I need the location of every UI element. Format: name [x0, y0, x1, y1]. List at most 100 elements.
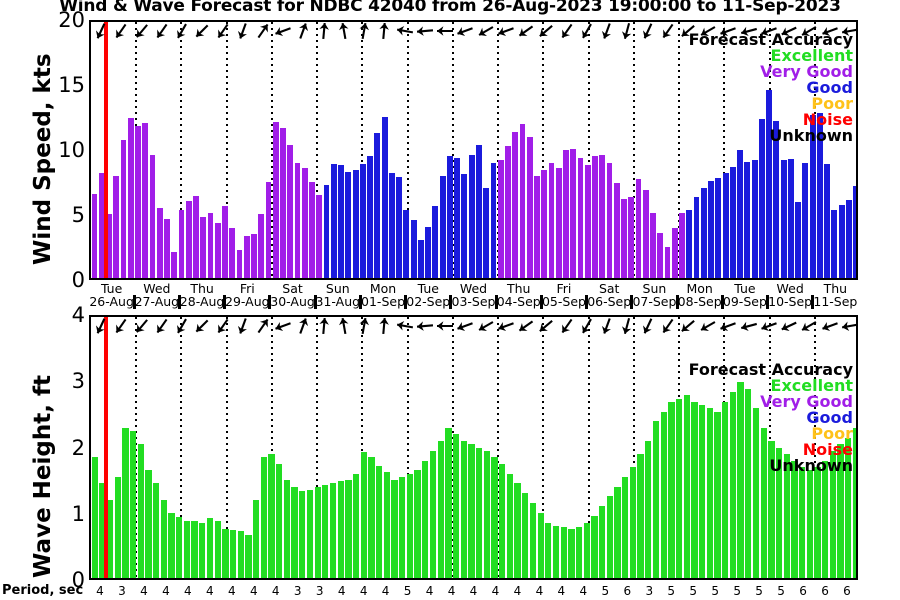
bar — [309, 182, 315, 278]
day-gridline — [225, 22, 228, 278]
wind-direction-arrow — [232, 22, 253, 42]
bar — [91, 193, 98, 278]
period-value: 4 — [184, 584, 192, 598]
bar — [396, 176, 403, 278]
bar — [323, 184, 330, 278]
bar — [437, 440, 444, 578]
date-axis-date: 31-Aug — [315, 293, 361, 309]
wind-plot-area — [89, 20, 858, 280]
date-axis-weekday: Mon — [686, 281, 713, 296]
bar — [193, 196, 199, 278]
wind-direction-arrow — [251, 22, 274, 43]
wind-direction-arrows — [91, 22, 856, 42]
period-value: 5 — [601, 584, 610, 598]
bar — [156, 207, 163, 278]
bar — [522, 493, 529, 578]
bar — [454, 157, 461, 278]
bar — [314, 486, 321, 578]
bar — [699, 405, 706, 578]
bar — [376, 465, 383, 578]
wind-direction-arrow — [454, 22, 476, 42]
wind-direction-arrow — [758, 317, 780, 337]
wind-direction-arrow — [130, 317, 154, 338]
wind-direction-arrow — [474, 317, 498, 337]
bar — [599, 506, 606, 578]
date-axis-cell: Sat 30-Aug — [270, 282, 315, 309]
day-gridline — [180, 22, 183, 278]
bar — [330, 164, 337, 278]
date-axis-date: 10-Sep — [768, 293, 813, 309]
bar — [675, 398, 683, 578]
day-gridline — [497, 22, 500, 278]
wind-direction-arrow — [436, 23, 454, 39]
wind-direction-arrow — [738, 22, 760, 41]
date-axis-date: 26-Aug — [89, 293, 134, 309]
day-gridline — [542, 22, 545, 278]
wind-direction-arrow — [415, 22, 434, 40]
bar — [497, 160, 504, 278]
wind-direction-arrow — [315, 317, 333, 336]
bar — [845, 199, 852, 278]
bar — [806, 470, 813, 578]
bar — [657, 233, 664, 278]
legend-item-good: Good — [806, 408, 853, 427]
bar — [664, 247, 671, 278]
period-axis-label: Period, sec — [2, 583, 84, 598]
bar — [160, 499, 167, 578]
wind-direction-arrow — [596, 317, 617, 337]
date-axis-date: 27-Aug — [134, 293, 180, 309]
wind-direction-arrow — [555, 22, 578, 43]
bar — [548, 162, 555, 278]
legend-item-poor: Poor — [811, 94, 853, 113]
wind-direction-arrow — [171, 22, 194, 43]
bar — [137, 444, 144, 578]
bar — [853, 185, 856, 278]
y-axis-tick-label: 5 — [71, 203, 85, 227]
bar — [722, 173, 729, 278]
bar — [744, 161, 751, 278]
bar — [345, 171, 352, 278]
wind-direction-arrow — [798, 317, 822, 337]
bar — [534, 175, 540, 278]
bar — [829, 450, 837, 578]
bar — [422, 460, 429, 578]
bar — [388, 173, 395, 278]
legend-item-unknown: Unknown — [769, 126, 853, 145]
wind-direction-arrow — [272, 22, 294, 42]
wind-direction-arrow — [495, 22, 517, 42]
day-gridline — [632, 22, 635, 278]
wind-direction-arrow — [110, 22, 133, 43]
bar — [236, 249, 243, 278]
wind-direction-arrow — [190, 317, 214, 338]
wind-direction-arrow — [696, 22, 720, 42]
y-axis-tick-label: 0 — [71, 568, 85, 592]
wind-direction-arrow — [636, 22, 658, 43]
period-value: 6 — [799, 584, 807, 598]
day-gridline — [406, 22, 409, 278]
bar — [526, 137, 533, 278]
period-value: 4 — [447, 584, 456, 598]
bar — [606, 496, 613, 578]
wind-direction-arrow — [190, 22, 214, 43]
bar — [545, 522, 552, 578]
bar — [831, 210, 838, 278]
bar — [429, 450, 437, 578]
wind-direction-arrow — [534, 317, 558, 338]
bar — [176, 517, 183, 578]
period-value: 4 — [425, 584, 434, 598]
date-axis-separator — [223, 295, 227, 309]
date-axis-weekday: Tue — [734, 281, 756, 296]
bar — [329, 483, 337, 578]
date-axis-date: 28-Aug — [179, 293, 225, 309]
bar — [183, 520, 191, 578]
bar — [260, 457, 267, 578]
date-axis-date: 07-Sep — [632, 293, 677, 309]
bar — [338, 165, 344, 278]
date-axis-weekday: Sat — [598, 281, 620, 296]
bar — [737, 150, 743, 278]
bar — [374, 133, 381, 278]
bar — [114, 476, 121, 578]
day-gridline — [406, 317, 409, 578]
bar — [291, 486, 298, 578]
period-value: 4 — [535, 584, 544, 598]
